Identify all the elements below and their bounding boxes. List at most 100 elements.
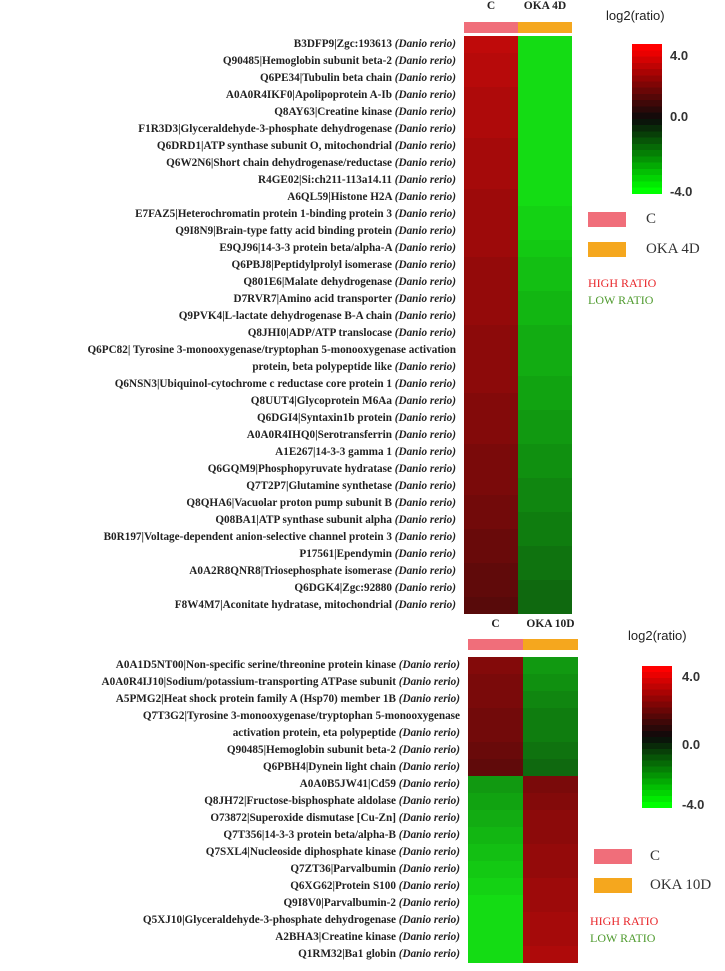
heatmap-cell: [464, 240, 518, 257]
row-label-text: Q6GQM9|Phosphopyruvate hydratase: [207, 463, 392, 475]
column-header: OKA 4D: [523, 0, 567, 12]
species-label: (Danio rerio): [394, 38, 456, 50]
heatmap-cell: [468, 827, 523, 844]
row-label: F1R3D3|Glyceraldehyde-3-phosphate dehydr…: [138, 121, 456, 138]
row-labels: A0A1D5NT00|Non-specific serine/threonine…: [0, 610, 460, 971]
column-color-bar: [464, 22, 518, 33]
heatmap-panel-oka-10d: C OKA 10D A0A1D5NT00|Non-specific serine/t…: [0, 610, 725, 971]
heatmap-cell: [464, 70, 518, 87]
row-label-text: Q5XJ10|Glyceraldehyde-3-phosphate dehydr…: [142, 914, 396, 926]
row-label-text: Q08BA1|ATP synthase subunit alpha: [215, 514, 392, 526]
row-label: E9QJ96|14-3-3 protein beta/alpha-A (Dani…: [219, 240, 456, 257]
row-label-text: Q801E6|Malate dehydrogenase: [243, 276, 392, 288]
row-label-text: Q9PVK4|L-lactate dehydrogenase B-A chain: [178, 310, 392, 322]
legend-label: C: [650, 848, 661, 864]
species-label: (Danio rerio): [394, 514, 456, 526]
scale-tick-label: -4.0: [682, 797, 705, 812]
row-label: A6QL59|Histone H2A (Danio rerio): [287, 189, 456, 206]
row-label: Q6NSN3|Ubiquinol-cytochrome c reductase …: [115, 376, 456, 393]
row-label: A0A0R4IKF0|Apolipoprotein A-Ib (Danio re…: [226, 87, 456, 104]
species-label: (Danio rerio): [398, 778, 460, 790]
heatmap-cell: [518, 87, 572, 104]
row-label-text: Q6PBH4|Dynein light chain: [262, 761, 396, 773]
row-label-text: Q7T2P7|Glutamine synthetase: [246, 480, 392, 492]
species-label: (Danio rerio): [394, 327, 456, 339]
species-label: (Danio rerio): [394, 106, 456, 118]
heatmap-cell: [464, 512, 518, 529]
scale-title: log2(ratio): [606, 8, 665, 23]
row-label-text: Q9I8N9|Brain-type fatty acid binding pro…: [175, 225, 392, 237]
row-label: Q9I8N9|Brain-type fatty acid binding pro…: [175, 223, 456, 240]
row-label: Q6PE34|Tubulin beta chain (Danio rerio): [260, 70, 456, 87]
row-label-line1: Q7T3G2|Tyrosine 3-monooxygenase/tryptoph…: [142, 710, 460, 722]
species-label: (Danio rerio): [398, 795, 460, 807]
row-label: Q8JHI0|ADP/ATP translocase (Danio rerio): [248, 325, 456, 342]
heatmap-cell: [518, 410, 572, 427]
column-color-bar: [468, 639, 523, 650]
heatmap-cell: [464, 325, 518, 342]
heatmap-cell: [464, 274, 518, 291]
heatmap-cell: [468, 708, 523, 742]
scale-title: log2(ratio): [628, 628, 687, 643]
heatmap-cell: [464, 393, 518, 410]
heatmap-cell: [464, 580, 518, 597]
heatmap-cell: [523, 657, 578, 674]
species-label: (Danio rerio): [394, 208, 456, 220]
row-label-text: Q6W2N6|Short chain dehydrogenase/reducta…: [166, 157, 392, 169]
heatmap-cell: [518, 104, 572, 121]
row-label: A0A0R4IHQ0|Serotransferrin (Danio rerio): [247, 427, 456, 444]
species-label: (Danio rerio): [394, 429, 456, 441]
row-label: Q6DGK4|Zgc:92880 (Danio rerio): [294, 580, 456, 597]
row-label-text: F1R3D3|Glyceraldehyde-3-phosphate dehydr…: [138, 123, 392, 135]
species-label: (Danio rerio): [394, 446, 456, 458]
row-label: P17561|Ependymin (Danio rerio): [299, 546, 456, 563]
species-label: (Danio rerio): [398, 727, 460, 739]
heatmap-cell: [518, 495, 572, 512]
row-label-text: A2BHA3|Creatine kinase: [275, 931, 396, 943]
row-label: F8W4M7|Aconitate hydratase, mitochondria…: [175, 597, 456, 614]
heatmap-cell: [523, 708, 578, 742]
heatmap-cell: [523, 793, 578, 810]
row-label: Q801E6|Malate dehydrogenase (Danio rerio…: [243, 274, 456, 291]
row-label: Q8UUT4|Glycoprotein M6Aa (Danio rerio): [251, 393, 456, 410]
heatmap-cell: [518, 427, 572, 444]
row-label: A0A0R4IJ10|Sodium/potassium-transporting…: [102, 674, 460, 691]
heatmap-cell: [464, 444, 518, 461]
row-label: A2BHA3|Creatine kinase (Danio rerio): [275, 929, 460, 946]
species-label: (Danio rerio): [398, 761, 460, 773]
species-label: (Danio rerio): [398, 676, 460, 688]
column-color-bar: [523, 639, 578, 650]
row-label-text: A0A0R4IJ10|Sodium/potassium-transporting…: [101, 676, 396, 688]
row-label-text: A0A0R4IHQ0|Serotransferrin: [246, 429, 392, 441]
heatmap-cell: [518, 461, 572, 478]
heatmap-cell: [464, 563, 518, 580]
row-label-line2: activation protein, eta polypeptide (Dan…: [143, 725, 460, 742]
low-ratio-label: LOW RATIO: [590, 931, 656, 945]
legend-label: OKA 4D: [646, 241, 700, 257]
heatmap-cell: [518, 53, 572, 70]
row-label: B3DFP9|Zgc:193613 (Danio rerio): [294, 36, 456, 53]
species-label: (Danio rerio): [398, 914, 460, 926]
species-label: (Danio rerio): [394, 548, 456, 560]
row-label-text: B3DFP9|Zgc:193613: [293, 38, 392, 50]
color-scale-bar: [632, 44, 662, 194]
species-label: (Danio rerio): [394, 276, 456, 288]
species-label: (Danio rerio): [394, 599, 456, 611]
heatmap-cell: [523, 827, 578, 844]
row-label: Q6W2N6|Short chain dehydrogenase/reducta…: [166, 155, 456, 172]
species-label: (Danio rerio): [398, 948, 460, 960]
heatmap-cell: [464, 291, 518, 308]
row-label-text: F8W4M7|Aconitate hydratase, mitochondria…: [174, 599, 392, 611]
row-label-text: Q8UUT4|Glycoprotein M6Aa: [250, 395, 392, 407]
row-label-text: Q6XG62|Protein S100: [290, 880, 396, 892]
species-label: (Danio rerio): [398, 829, 460, 841]
row-label: A1E267|14-3-3 gamma 1 (Danio rerio): [275, 444, 456, 461]
row-label-text: protein, beta polypeptide like: [252, 361, 392, 373]
species-label: (Danio rerio): [394, 140, 456, 152]
heatmap-cell: [464, 529, 518, 546]
species-label: (Danio rerio): [394, 463, 456, 475]
heatmap-cell: [523, 844, 578, 861]
row-label: Q7SXL4|Nucleoside diphosphate kinase (Da…: [206, 844, 460, 861]
row-label: E7FAZ5|Heterochromatin protein 1-binding…: [135, 206, 456, 223]
species-label: (Danio rerio): [394, 497, 456, 509]
